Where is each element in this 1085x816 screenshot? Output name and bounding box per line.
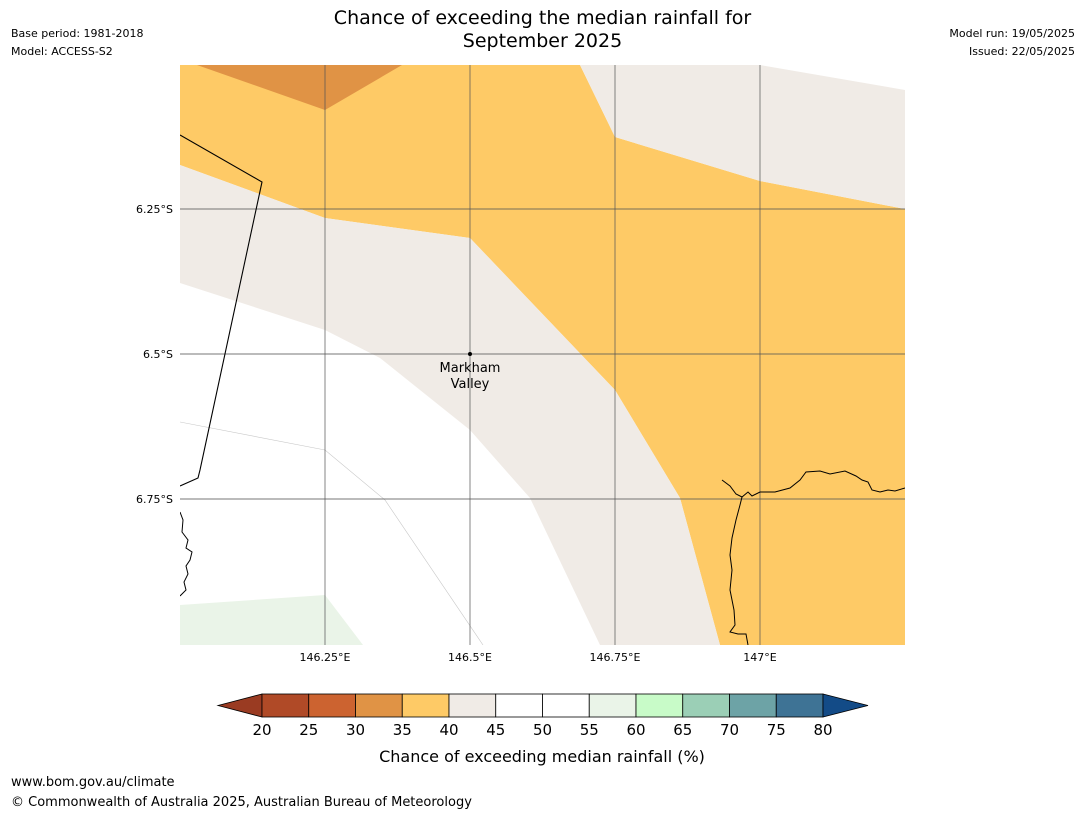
colorbar-bin — [775, 693, 824, 718]
colorbar-tick-label: 35 — [393, 721, 412, 739]
place-marker — [468, 352, 472, 356]
colorbar-tick-label: 40 — [439, 721, 458, 739]
title-line2: September 2025 — [462, 30, 623, 52]
colorbar-tick-label: 45 — [486, 721, 505, 739]
colorbar-under-triangle — [216, 693, 263, 718]
gridlines — [180, 65, 905, 645]
region-30-35 — [197, 65, 402, 110]
colorbar-bin — [495, 693, 543, 718]
colorbar-over-triangle — [822, 693, 869, 718]
colorbar-tick-label: 50 — [533, 721, 552, 739]
coastline-east — [721, 470, 905, 498]
lon-label: 146.75°E — [590, 651, 641, 664]
colorbar-bin — [401, 693, 450, 718]
colorbar-tick-label: 70 — [720, 721, 739, 739]
issued-date: Issued: 22/05/2025 — [968, 45, 1075, 58]
footer-url[interactable]: www.bom.gov.au/climate — [11, 775, 175, 790]
colorbar-bin — [682, 693, 730, 718]
contour-line — [180, 421, 484, 645]
lat-label: 6.5°S — [143, 348, 173, 361]
colorbar-bin — [635, 693, 684, 718]
colorbar-tick-label: 20 — [252, 721, 271, 739]
region-40-45-northeast — [580, 65, 905, 209]
region-35-40 — [180, 65, 905, 645]
region-40-45-band — [180, 165, 720, 645]
colorbar-bin — [355, 693, 403, 718]
colorbar-tick-label: 65 — [673, 721, 692, 739]
colorbar-tick-label: 75 — [767, 721, 786, 739]
lon-label: 146.5°E — [448, 651, 492, 664]
region-boundary — [180, 134, 263, 487]
colorbar-label: Chance of exceeding median rainfall (%) — [379, 747, 705, 766]
region-55-60 — [180, 595, 363, 645]
model-name: Model: ACCESS-S2 — [11, 45, 113, 58]
colorbar-bin — [448, 693, 497, 718]
colorbar-bin — [588, 693, 637, 718]
title-line1: Chance of exceeding the median rainfall … — [333, 7, 752, 29]
meta-right: Model run: 19/05/2025 Issued: 22/05/2025 — [949, 25, 1075, 61]
colorbar-legend: 20 25 30 35 40 45 50 55 60 65 70 75 80 Chance of exc… — [216, 693, 869, 766]
colorbar-tick-label: 25 — [299, 721, 318, 739]
map-area: Markham Valley — [180, 65, 905, 645]
colorbar-tick-label: 55 — [580, 721, 599, 739]
colorbar-bin — [729, 693, 777, 718]
map-title: Chance of exceeding the median rainfall … — [0, 7, 1085, 53]
model-run: Model run: 19/05/2025 — [949, 27, 1075, 40]
lon-label: 147°E — [743, 651, 776, 664]
colorbar-bin — [542, 693, 590, 718]
colorbar-bins — [261, 693, 824, 718]
meta-left: Base period: 1981-2018 Model: ACCESS-S2 — [11, 25, 143, 61]
lon-label: 146.25°E — [300, 651, 351, 664]
place-label-line1: Markham — [440, 361, 501, 376]
coastline-river — [729, 496, 749, 645]
colorbar-tick-label: 30 — [346, 721, 365, 739]
base-period: Base period: 1981-2018 — [11, 27, 144, 40]
lat-label: 6.25°S — [136, 203, 173, 216]
colorbar-tick-label: 80 — [813, 721, 832, 739]
footer-copyright: © Commonwealth of Australia 2025, Austra… — [11, 795, 472, 810]
colorbar-bin — [261, 693, 310, 718]
lat-label: 6.75°S — [136, 493, 173, 506]
colorbar-bin — [308, 693, 356, 718]
place-label-line2: Valley — [451, 377, 490, 392]
coastline-west — [180, 511, 193, 597]
colorbar-tick-label: 60 — [626, 721, 645, 739]
